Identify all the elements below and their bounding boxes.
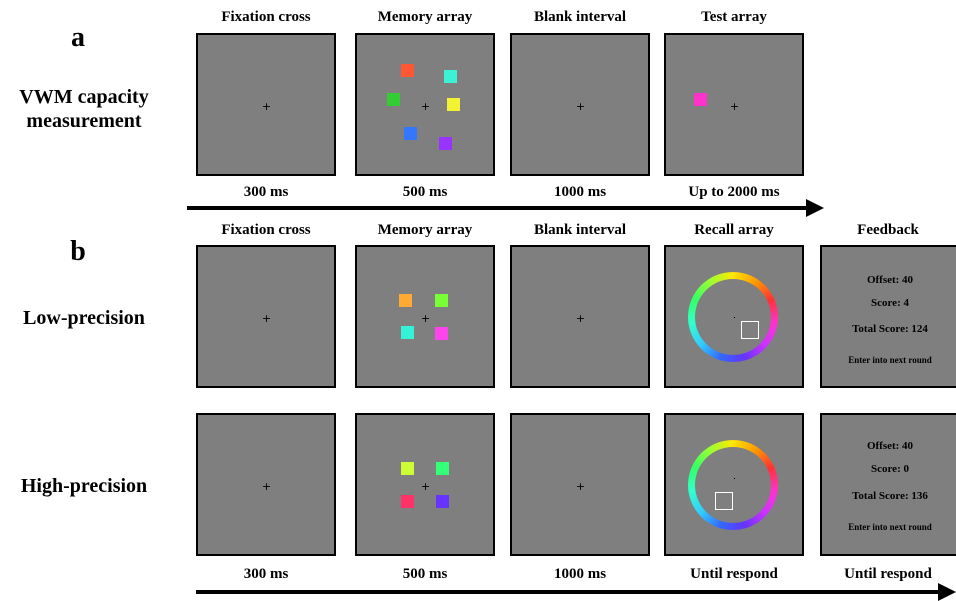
memory-square [401, 462, 414, 475]
a-time-fixation: 300 ms [243, 184, 289, 200]
fixation-cross: + [420, 100, 431, 113]
vwm-capacity-row-label: VWM capacity measurement [19, 86, 149, 132]
a-memory-screen: + [355, 33, 495, 176]
a-title-blank: Blank interval [533, 9, 627, 25]
b-low-blank-screen: + [510, 245, 650, 388]
a-blank-screen: + [510, 33, 650, 176]
b-low-recall-screen [664, 245, 804, 388]
a-test-screen: + [664, 33, 804, 176]
high-precision-row-label: High-precision [20, 475, 148, 497]
panel-a-letter: a [71, 22, 85, 53]
b-time-feedback: Until respond [844, 566, 932, 582]
feedback-score: Score: 0 [871, 463, 909, 475]
b-title-feedback: Feedback [857, 222, 919, 238]
fixation-cross: + [575, 312, 586, 325]
feedback-total-score: Total Score: 124 [852, 323, 928, 335]
b-low-feedback-screen: Offset: 40 Score: 4 Total Score: 124 Ent… [820, 245, 956, 388]
feedback-total-score: Total Score: 136 [852, 490, 928, 502]
panel-b-letter: b [70, 236, 86, 267]
fixation-cross: + [261, 100, 272, 113]
a-timeline-arrow-head [806, 199, 824, 217]
memory-square [401, 326, 414, 339]
feedback-offset: Offset: 40 [866, 274, 914, 286]
low-precision-row-label: Low-precision [23, 307, 145, 329]
b-time-recall: Until respond [690, 566, 778, 582]
memory-square [401, 495, 414, 508]
b-title-recall: Recall array [694, 222, 774, 238]
memory-square [387, 93, 400, 106]
b-high-blank-screen: + [510, 413, 650, 556]
b-low-memory-screen: + [355, 245, 495, 388]
b-title-memory: Memory array [377, 222, 473, 238]
color-wheel-center [695, 279, 771, 355]
a-timeline-arrow-shaft [187, 206, 807, 210]
memory-square [436, 462, 449, 475]
memory-square [444, 70, 457, 83]
a-fixation-screen: + [196, 33, 336, 176]
b-high-fixation-screen: + [196, 413, 336, 556]
b-high-feedback-screen: Offset: 40 Score: 0 Total Score: 136 Ent… [820, 413, 956, 556]
center-dot [734, 317, 735, 318]
b-time-blank: 1000 ms [553, 566, 607, 582]
b-low-fixation-screen: + [196, 245, 336, 388]
memory-square [404, 127, 417, 140]
a-time-test: Up to 2000 ms [688, 184, 780, 200]
a-time-blank: 1000 ms [553, 184, 607, 200]
memory-square [436, 495, 449, 508]
b-high-memory-screen: + [355, 413, 495, 556]
memory-square [439, 137, 452, 150]
b-time-fixation: 300 ms [243, 566, 289, 582]
fixation-cross: + [261, 480, 272, 493]
b-time-memory: 500 ms [402, 566, 448, 582]
fixation-cross: + [575, 480, 586, 493]
memory-square [447, 98, 460, 111]
memory-square [399, 294, 412, 307]
probe-square [715, 492, 733, 510]
fixation-cross: + [729, 100, 740, 113]
center-dot [734, 478, 735, 479]
a-title-test: Test array [701, 9, 767, 25]
memory-square [435, 327, 448, 340]
a-title-memory: Memory array [377, 9, 473, 25]
fixation-cross: + [420, 480, 431, 493]
memory-square [401, 64, 414, 77]
feedback-next-round: Enter into next round [848, 355, 932, 365]
b-title-fixation: Fixation cross [221, 222, 311, 238]
memory-square [435, 294, 448, 307]
feedback-next-round: Enter into next round [848, 522, 932, 532]
probe-square [741, 321, 759, 339]
b-title-blank: Blank interval [533, 222, 627, 238]
fixation-cross: + [261, 312, 272, 325]
b-timeline-arrow-head [938, 583, 956, 601]
feedback-score: Score: 4 [871, 297, 909, 309]
fixation-cross: + [575, 100, 586, 113]
a-title-fixation: Fixation cross [221, 9, 311, 25]
test-square [694, 93, 707, 106]
b-timeline-arrow-shaft [196, 590, 941, 594]
feedback-offset: Offset: 40 [866, 440, 914, 452]
a-time-memory: 500 ms [402, 184, 448, 200]
color-wheel-center [695, 447, 771, 523]
fixation-cross: + [420, 312, 431, 325]
b-high-recall-screen [664, 413, 804, 556]
